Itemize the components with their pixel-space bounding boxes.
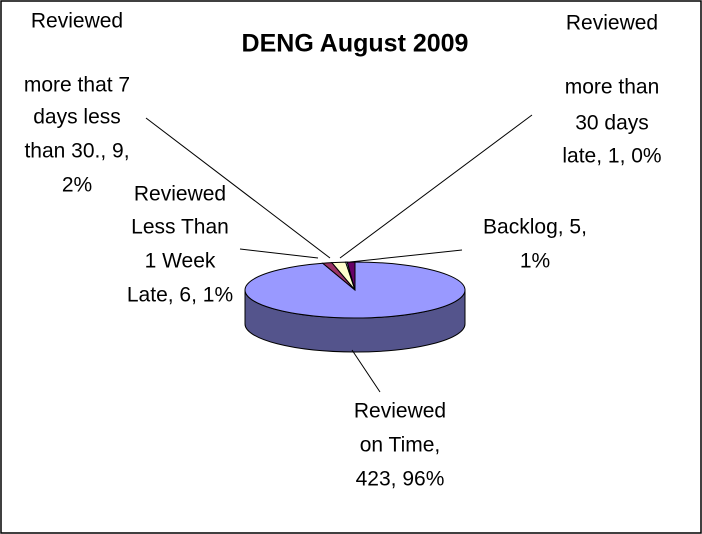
data-label: 2%: [62, 174, 92, 197]
data-label: Less Than: [131, 216, 229, 239]
data-label: more than: [565, 76, 660, 99]
data-label: Reviewed: [134, 183, 226, 206]
data-label: 30 days: [575, 112, 649, 135]
data-label: Backlog, 5,: [483, 216, 587, 239]
leader-line: [351, 349, 381, 393]
chart-title: DENG August 2009: [242, 30, 469, 58]
leader-line: [239, 248, 319, 259]
data-label: 423, 96%: [356, 468, 445, 491]
slice: [244, 261, 466, 319]
leader-line: [339, 114, 533, 259]
data-label: more that 7: [24, 74, 130, 97]
data-label: late, 1, 0%: [562, 145, 661, 168]
data-label: 1%: [520, 250, 550, 273]
leader-line: [145, 117, 331, 259]
data-label: days less: [33, 106, 121, 129]
data-label: on Time,: [360, 434, 441, 457]
leader-line: [349, 249, 463, 263]
data-label: Reviewed: [354, 400, 446, 423]
data-label: Reviewed: [566, 12, 658, 35]
data-label: Late, 6, 1%: [127, 284, 233, 307]
data-label: than 30., 9,: [24, 140, 129, 163]
data-label: 1 Week: [145, 250, 216, 273]
data-label: Reviewed: [31, 10, 123, 33]
